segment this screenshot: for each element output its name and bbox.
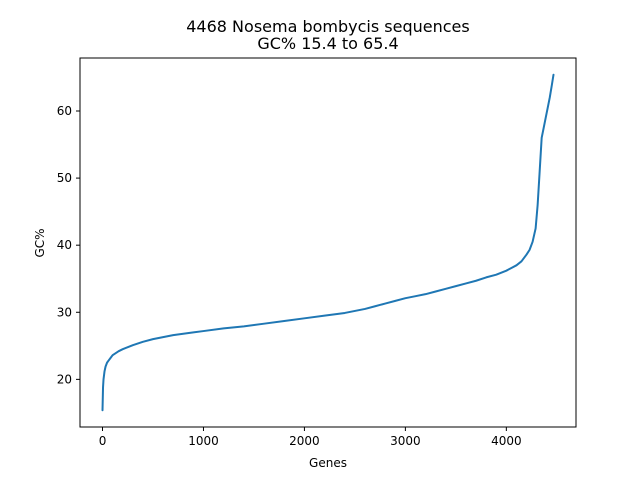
- x-tick-label: 2000: [289, 434, 320, 448]
- chart-title: 4468 Nosema bombycis sequences: [186, 17, 469, 36]
- y-tick-label: 50: [57, 171, 72, 185]
- y-tick-label: 30: [57, 305, 72, 319]
- chart-subtitle: GC% 15.4 to 65.4: [257, 34, 398, 53]
- y-tick-label: 20: [57, 372, 72, 386]
- x-tick-label: 3000: [390, 434, 421, 448]
- x-axis-ticks: 0 1000 2000 3000 4000: [99, 427, 522, 448]
- x-tick-label: 0: [99, 434, 107, 448]
- x-axis-label: Genes: [309, 456, 347, 470]
- y-axis-ticks: 20 30 40 50 60: [57, 104, 80, 386]
- plot-area: [79, 57, 577, 428]
- x-tick-label: 1000: [188, 434, 219, 448]
- y-tick-label: 60: [57, 104, 72, 118]
- y-tick-label: 40: [57, 238, 72, 252]
- gc-series-line: [101, 73, 555, 412]
- y-axis-label: GC%: [33, 228, 47, 257]
- x-tick-label: 4000: [491, 434, 522, 448]
- plot-frame: [79, 57, 577, 428]
